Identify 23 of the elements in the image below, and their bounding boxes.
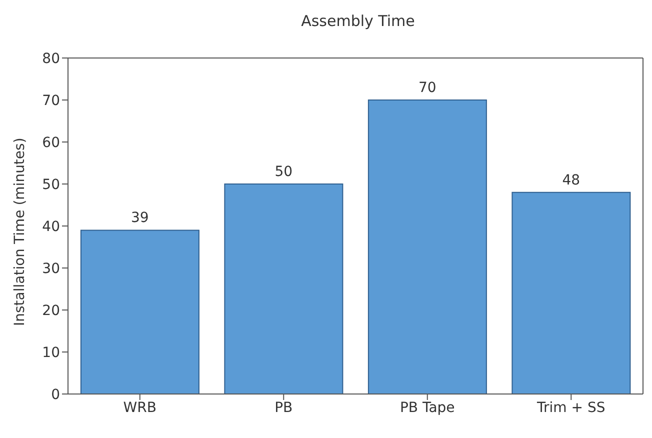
y-tick-label: 60 bbox=[42, 134, 60, 151]
y-tick-label: 20 bbox=[42, 302, 60, 319]
y-tick-label: 80 bbox=[42, 50, 60, 67]
y-tick-label: 70 bbox=[42, 92, 60, 109]
y-tick-label: 30 bbox=[42, 260, 60, 277]
y-tick-label: 50 bbox=[42, 176, 60, 193]
data-label: 39 bbox=[131, 210, 149, 226]
y-tick-label: 40 bbox=[42, 218, 60, 235]
bar bbox=[80, 230, 200, 394]
x-tick-label: PB Tape bbox=[400, 400, 455, 416]
data-label: 70 bbox=[418, 80, 436, 96]
x-tick-label: Trim + SS bbox=[536, 400, 606, 416]
y-axis-title: Installation Time (minutes) bbox=[12, 138, 28, 326]
chart-title: Assembly Time bbox=[300, 12, 416, 30]
bar bbox=[512, 192, 631, 394]
x-tick-label: WRB bbox=[123, 400, 156, 416]
bar bbox=[224, 184, 344, 394]
x-tick-label: PB bbox=[274, 400, 293, 416]
y-tick-label: 10 bbox=[42, 344, 60, 361]
data-label: 50 bbox=[274, 164, 293, 180]
bar bbox=[368, 100, 487, 394]
data-label: 48 bbox=[562, 172, 580, 188]
y-tick-label: 0 bbox=[51, 386, 60, 403]
